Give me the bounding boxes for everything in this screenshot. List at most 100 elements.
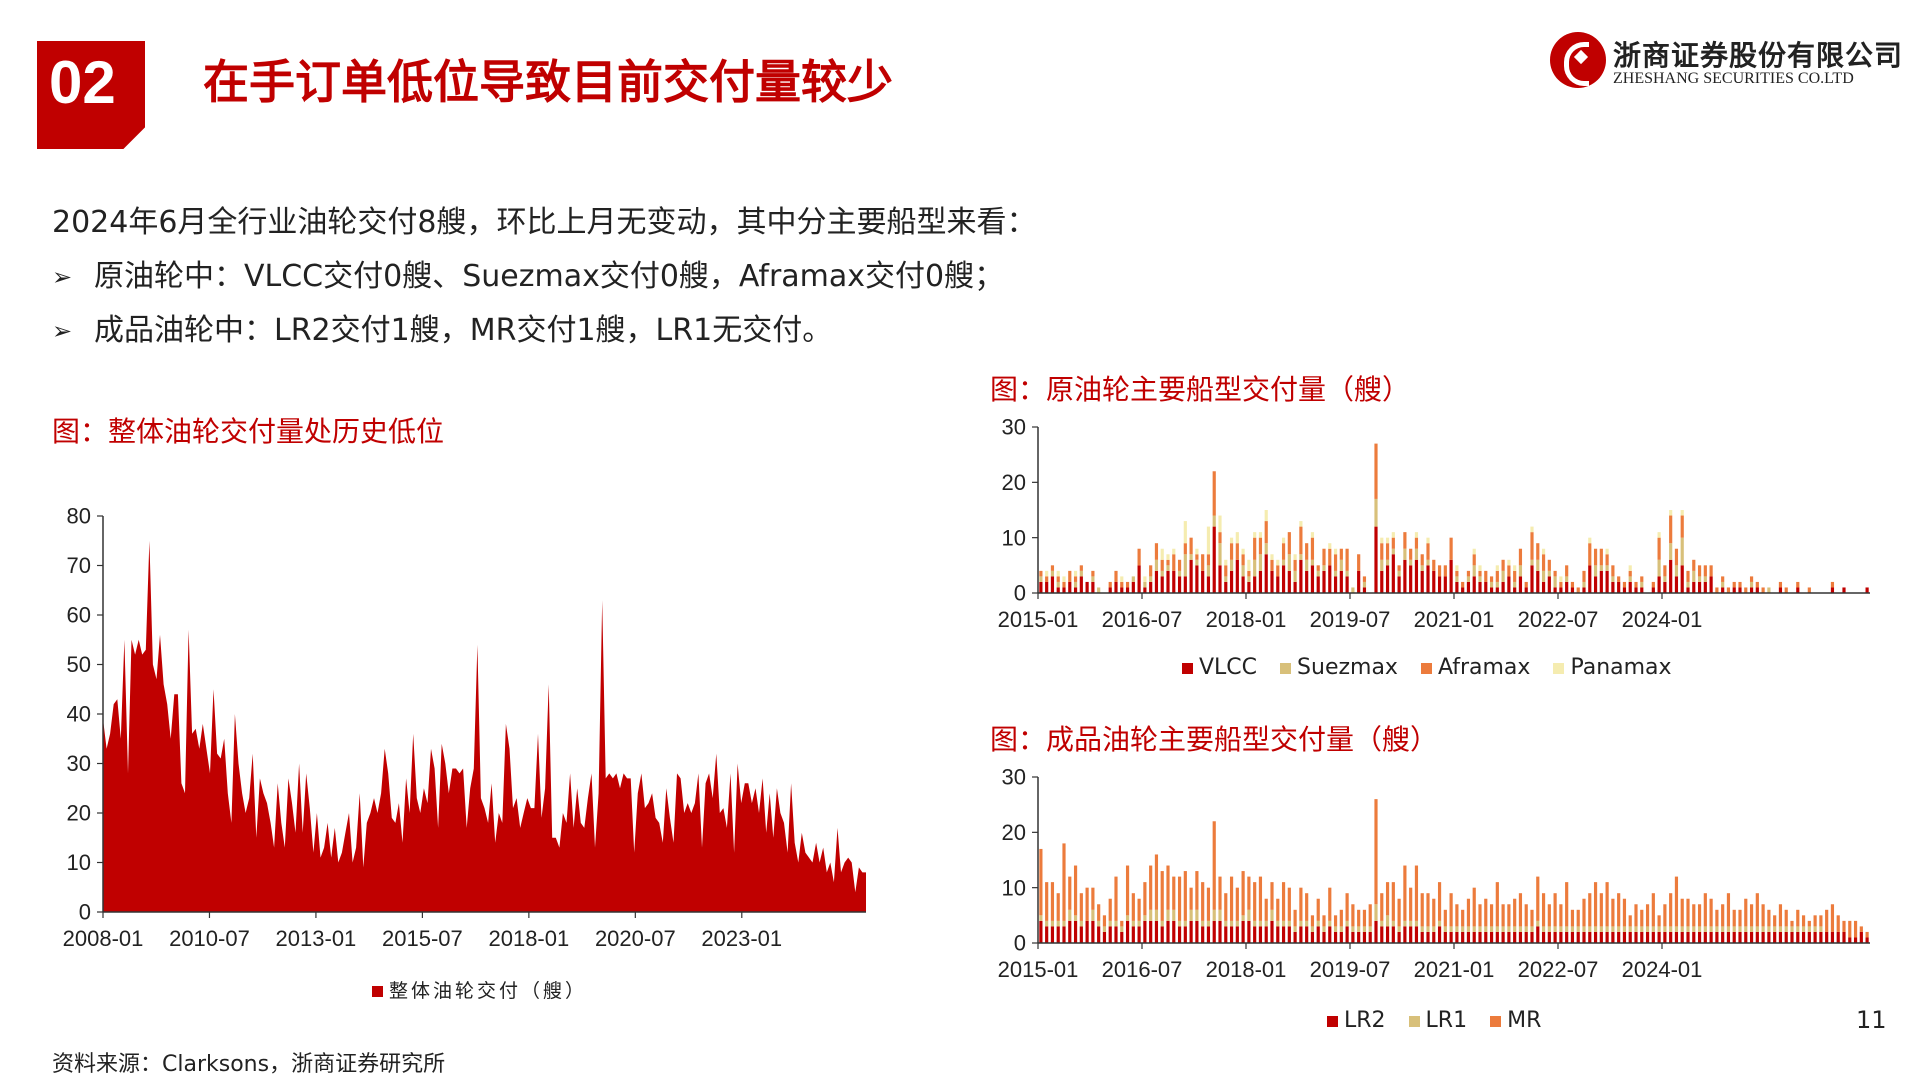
bar-aframax (1357, 554, 1361, 571)
bar-mr (1703, 893, 1707, 927)
bar-lr2 (1102, 931, 1107, 943)
bar-aframax (1437, 565, 1442, 577)
x-tick-label: 2018-01 (1206, 957, 1287, 982)
bar-lr1 (1813, 926, 1817, 932)
bar-aframax (1091, 570, 1095, 577)
bar-vlcc (1160, 576, 1164, 593)
bar-mr (1836, 915, 1840, 932)
bar-vlcc (1553, 587, 1557, 593)
summary-text: 2024年6月全行业油轮交付8艘，环比上月无变动，其中分主要船型来看： 原油轮中… (52, 196, 1037, 358)
bar-lr2 (1091, 920, 1095, 943)
bar-vlcc (1640, 587, 1644, 593)
bar-aframax (1218, 532, 1222, 544)
bar-lr2 (1310, 931, 1315, 943)
bar-aframax (1732, 581, 1736, 588)
bar-panamax (1310, 532, 1315, 538)
bar-lr1 (1362, 926, 1367, 932)
bar-mr (1131, 893, 1135, 921)
bar-lr2 (1593, 931, 1598, 943)
legend-label-panamax: Panamax (1570, 655, 1672, 680)
bar-aframax (1443, 565, 1447, 577)
bar-lr1 (1663, 926, 1667, 932)
bar-lr1 (1576, 926, 1580, 932)
legend-swatch-vlcc (1182, 662, 1193, 674)
bar-lr2 (1449, 931, 1453, 943)
bar-lr2 (1484, 931, 1488, 943)
bar-lr2 (1380, 926, 1384, 943)
bar-lr2 (1166, 920, 1170, 943)
bar-lr2 (1426, 931, 1430, 943)
bar-aframax (1622, 581, 1627, 588)
bar-aframax (1333, 554, 1338, 571)
bar-lr1 (1357, 926, 1361, 932)
x-tick-label: 2019-07 (1310, 607, 1391, 632)
bar-mr (1813, 915, 1817, 927)
bar-panamax (1333, 548, 1338, 555)
bar-mr (1345, 893, 1349, 921)
bar-lr1 (1339, 926, 1343, 932)
x-tick-label: 2015-01 (998, 607, 1079, 632)
bar-vlcc (1628, 581, 1632, 593)
bar-mr (1079, 893, 1083, 921)
bar-aframax (1634, 581, 1638, 588)
bar-aframax (1276, 565, 1280, 577)
bar-lr1 (1449, 926, 1453, 932)
bar-mr (1645, 904, 1650, 927)
bar-aframax (1617, 576, 1621, 582)
source-note: 资料来源：Clarksons，浙商证券研究所 (52, 1052, 446, 1077)
bar-suezmax (1385, 559, 1390, 566)
legend-item-vlcc: VLCC (1182, 655, 1257, 680)
bar-vlcc (1166, 570, 1170, 593)
bar-vlcc (1241, 576, 1245, 593)
bar-vlcc (1432, 570, 1436, 593)
bar-mr (1674, 876, 1679, 927)
bar-lr1 (1559, 926, 1563, 932)
bar-panamax (1056, 570, 1060, 577)
bar-lr1 (1593, 926, 1598, 932)
bar-mr (1593, 882, 1598, 927)
bar-lr1 (1617, 926, 1621, 932)
bar-aframax (1258, 537, 1263, 555)
bar-lr2 (1825, 931, 1829, 943)
bar-lr1 (1518, 926, 1523, 932)
bar-suezmax (1605, 565, 1609, 571)
bar-lr2 (1068, 920, 1072, 943)
bar-suezmax (1565, 576, 1569, 582)
summary-bullet-product: 成品油轮中：LR2交付1艘，MR交付1艘，LR1无交付。 (52, 304, 1037, 358)
bar-vlcc (1461, 587, 1465, 593)
bar-lr1 (1611, 926, 1615, 932)
bar-lr1 (1253, 920, 1257, 927)
bar-lr1 (1310, 926, 1315, 932)
bar-mr (1432, 898, 1436, 927)
bar-lr2 (1767, 931, 1771, 943)
bar-suezmax (1177, 570, 1182, 577)
legend-item-panamax: Panamax (1553, 655, 1672, 680)
bar-suezmax (1513, 581, 1517, 588)
bar-lr1 (1628, 926, 1632, 932)
bar-lr2 (1830, 931, 1835, 943)
bar-aframax (1513, 570, 1517, 582)
chart-legend-crude: VLCC Suezmax Aframax Panamax (1182, 655, 1688, 680)
y-tick-label: 0 (1014, 581, 1026, 606)
bar-lr1 (1056, 920, 1060, 927)
bar-vlcc (1281, 565, 1286, 593)
bar-lr1 (1241, 915, 1245, 921)
bar-lr2 (1680, 931, 1684, 943)
bar-lr1 (1368, 926, 1372, 932)
bar-vlcc (1212, 526, 1216, 593)
bar-vlcc (1472, 576, 1476, 593)
bar-lr2 (1270, 920, 1274, 943)
bar-aframax (1409, 548, 1413, 560)
bar-lr1 (1276, 920, 1280, 927)
bar-vlcc (1420, 570, 1424, 593)
x-tick-label: 2010-07 (169, 926, 250, 951)
bar-aframax (1588, 543, 1592, 566)
bar-lr2 (1097, 926, 1101, 943)
bar-vlcc (1455, 581, 1459, 593)
bar-suezmax (1674, 565, 1679, 577)
bar-aframax (1108, 581, 1112, 588)
bar-mr (1391, 882, 1395, 921)
bar-lr2 (1183, 926, 1187, 943)
bar-lr2 (1576, 931, 1580, 943)
bar-vlcc (1530, 565, 1534, 593)
